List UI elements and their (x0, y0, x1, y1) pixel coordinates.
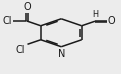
Text: Cl: Cl (16, 45, 25, 55)
Text: Cl: Cl (3, 16, 12, 26)
Text: N: N (58, 49, 65, 59)
Text: O: O (23, 2, 31, 12)
Text: H: H (92, 10, 98, 19)
Text: O: O (108, 16, 116, 26)
